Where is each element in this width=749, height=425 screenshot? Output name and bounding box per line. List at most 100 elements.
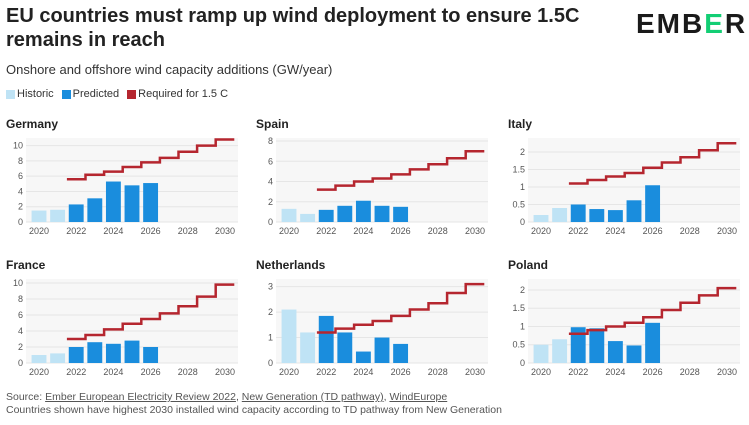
y-tick-label: 10 xyxy=(13,141,23,151)
x-tick-label: 2020 xyxy=(531,367,551,377)
chart-panel: Germany 0 2 4 6 8 10 2020 2022 2024 2026 2028 2030 xyxy=(6,117,238,236)
y-tick-label: 6 xyxy=(268,156,273,166)
x-tick-label: 2028 xyxy=(178,367,198,377)
chart-panel: Netherlands 0 1 2 3 2020 2022 2024 2026 2028 2030 xyxy=(256,258,488,377)
y-tick-label: 2 xyxy=(520,147,525,157)
x-tick-label: 2028 xyxy=(428,226,448,236)
source-prefix: Source: xyxy=(6,391,46,403)
bar xyxy=(374,337,390,363)
chart-subtitle: Onshore and offshore wind capacity addit… xyxy=(6,62,333,77)
bar xyxy=(533,215,549,222)
bar xyxy=(124,185,140,222)
x-tick-label: 2026 xyxy=(391,226,411,236)
chart-title: EU countries must ramp up wind deploymen… xyxy=(6,5,580,51)
y-tick-label: 1 xyxy=(268,333,273,343)
required-step-line xyxy=(316,149,485,191)
y-tick-label: 2 xyxy=(520,285,525,295)
bar xyxy=(105,181,121,222)
required-step-line xyxy=(568,142,737,185)
legend: Historic Predicted Required for 1.5 C xyxy=(6,88,232,100)
source-link-windeurope[interactable]: WindEurope xyxy=(389,391,448,403)
legend-item-predicted[interactable]: Predicted xyxy=(61,88,120,100)
bar xyxy=(337,332,353,363)
chart-panel: France 0 2 4 6 8 10 2020 2022 2024 2026 2028 2030 xyxy=(6,258,238,377)
footer-source-line: Source: Ember European Electricity Revie… xyxy=(6,391,502,404)
y-tick-label: 0 xyxy=(18,358,23,368)
panel-title: Spain xyxy=(256,117,289,131)
x-tick-label: 2026 xyxy=(141,226,161,236)
x-tick-label: 2030 xyxy=(465,367,485,377)
y-tick-label: 1 xyxy=(520,321,525,331)
source-link-new-generation[interactable]: New Generation (TD pathway) xyxy=(241,391,384,403)
bar xyxy=(50,209,66,222)
bar xyxy=(50,353,66,363)
legend-label-historic: Historic xyxy=(17,88,54,100)
bar xyxy=(355,200,371,222)
x-tick-label: 2024 xyxy=(605,367,625,377)
x-tick-label: 2028 xyxy=(178,226,198,236)
bar xyxy=(393,343,409,363)
x-tick-label: 2028 xyxy=(680,367,700,377)
x-tick-label: 2020 xyxy=(531,226,551,236)
y-tick-label: 2 xyxy=(268,307,273,317)
y-tick-label: 0 xyxy=(520,358,525,368)
bar xyxy=(589,328,605,363)
x-tick-label: 2028 xyxy=(680,226,700,236)
bar xyxy=(87,198,103,222)
ember-logo: EMBER xyxy=(636,8,748,39)
bar xyxy=(626,345,642,363)
y-tick-label: 4 xyxy=(18,186,23,196)
bar xyxy=(87,342,103,363)
legend-item-required[interactable]: Required for 1.5 C xyxy=(127,88,228,100)
required-step-line xyxy=(316,282,485,334)
legend-item-historic[interactable]: Historic xyxy=(6,88,54,100)
y-tick-label: 2 xyxy=(18,202,23,212)
bar xyxy=(552,208,568,222)
x-tick-label: 2030 xyxy=(465,226,485,236)
bar xyxy=(31,355,47,363)
bar xyxy=(645,185,661,222)
bar xyxy=(68,347,84,363)
chart-panel: Italy 0 0.5 1 1.5 2 2020 2022 2024 2026 2028 2030 xyxy=(508,117,740,236)
bar xyxy=(552,339,568,363)
required-step-line xyxy=(66,138,235,181)
bar xyxy=(318,209,334,222)
x-tick-label: 2020 xyxy=(279,226,299,236)
x-tick-label: 2022 xyxy=(66,226,86,236)
bar xyxy=(533,344,549,363)
x-tick-label: 2026 xyxy=(643,367,663,377)
x-tick-label: 2026 xyxy=(643,226,663,236)
x-tick-label: 2030 xyxy=(215,226,235,236)
x-tick-label: 2022 xyxy=(316,226,336,236)
bar xyxy=(143,183,159,222)
y-tick-label: 6 xyxy=(18,171,23,181)
x-tick-label: 2022 xyxy=(316,367,336,377)
y-tick-label: 8 xyxy=(268,136,273,146)
x-tick-label: 2024 xyxy=(103,367,123,377)
panel-title: France xyxy=(6,258,46,272)
y-tick-label: 6 xyxy=(18,310,23,320)
y-tick-label: 8 xyxy=(18,294,23,304)
x-tick-label: 2030 xyxy=(717,226,737,236)
panel-title: Italy xyxy=(508,117,532,131)
y-tick-label: 1.5 xyxy=(512,303,525,313)
x-tick-label: 2020 xyxy=(29,226,49,236)
y-tick-label: 2 xyxy=(18,342,23,352)
bar xyxy=(143,347,159,363)
panel-title: Netherlands xyxy=(256,258,326,272)
legend-swatch-predicted xyxy=(61,89,71,99)
bar xyxy=(393,206,409,222)
x-tick-label: 2022 xyxy=(568,226,588,236)
legend-label-predicted: Predicted xyxy=(72,88,120,100)
bar xyxy=(589,209,605,222)
x-tick-label: 2026 xyxy=(391,367,411,377)
bar xyxy=(607,210,623,222)
chart-panel: Poland 0 0.5 1 1.5 2 2020 2022 2024 2026 2028 2030 xyxy=(508,258,740,377)
panel-title: Poland xyxy=(508,258,548,272)
x-tick-label: 2022 xyxy=(66,367,86,377)
bar xyxy=(300,332,316,363)
x-tick-label: 2020 xyxy=(29,367,49,377)
source-link-ember[interactable]: Ember European Electricity Review 2022 xyxy=(45,391,236,403)
bar xyxy=(300,213,316,222)
